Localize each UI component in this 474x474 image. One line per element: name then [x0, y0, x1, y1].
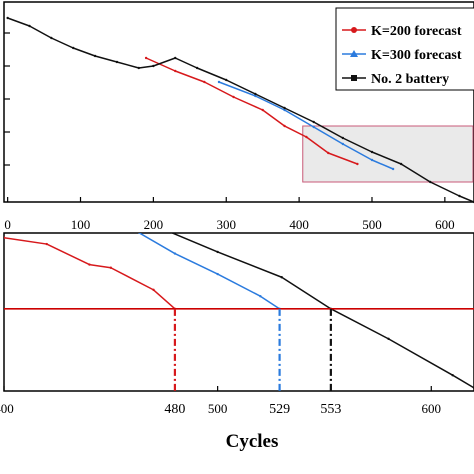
top-point-k-200-forecast	[261, 108, 264, 112]
top-point-k-200-forecast	[174, 69, 177, 73]
bottom-point-k-200-forecast	[88, 263, 91, 266]
bottom-series-group	[4, 224, 474, 390]
top-x-ticks: 0 100 200 300 400 500 600	[4, 197, 455, 232]
top-point-k-200-forecast	[305, 135, 308, 139]
top-x-tick-label: 600	[435, 217, 455, 232]
top-point-k-300-forecast	[283, 108, 286, 112]
legend-marker-triangle	[350, 50, 358, 57]
x-axis-label: Cycles	[226, 431, 279, 452]
top-point-no-2-battery	[93, 54, 97, 58]
bottom-point-k-200-forecast	[109, 266, 113, 269]
top-point-k-200-forecast	[203, 80, 206, 84]
top-series-group	[6, 16, 474, 204]
top-point-k-200-forecast	[144, 56, 148, 60]
bottom-line-k-200-forecast	[4, 236, 176, 310]
top-point-no-2-battery	[72, 46, 75, 50]
bottom-point-no-2-battery	[280, 276, 283, 279]
legend-box	[335, 7, 474, 91]
bottom-point-no-2-battery	[387, 337, 390, 341]
legend-entry-battery: No. 2 battery	[342, 72, 449, 87]
top-x-tick-label: 200	[144, 217, 164, 232]
bottom-plot-frame	[3, 232, 474, 392]
top-x-tick-label: 100	[71, 217, 91, 232]
top-point-no-2-battery	[115, 60, 119, 64]
top-plot-frame	[3, 1, 474, 203]
legend-label-k200: K=200 forecast	[371, 24, 462, 39]
legend-entry-k200: K=200 forecast	[342, 24, 462, 39]
top-point-no-2-battery	[50, 36, 53, 40]
bottom-point-k-300-forecast	[216, 272, 219, 276]
bottom-line-no-2-battery	[170, 233, 474, 389]
legend-label-k300: K=300 forecast	[371, 48, 462, 63]
top-point-no-2-battery	[152, 64, 155, 68]
top-panel: 0 100 200 300 400 500 600 K=200 forecast K=300…	[3, 1, 474, 232]
bottom-panel: 480 529 553 400 500 600 Cycles	[0, 224, 474, 452]
bottom-point-k-300-forecast	[173, 252, 177, 255]
bottom-point-k-200-forecast	[45, 242, 48, 246]
top-point-k-300-forecast	[254, 94, 257, 98]
bottom-x-tick-label: 400	[0, 401, 14, 416]
top-x-tick-label: 400	[289, 217, 309, 232]
bottom-point-k-300-forecast	[259, 295, 262, 298]
top-point-no-2-battery	[174, 56, 177, 60]
top-y-ticks	[4, 32, 10, 166]
top-point-no-2-battery	[195, 66, 199, 70]
top-point-k-300-forecast	[217, 80, 221, 84]
top-point-no-2-battery	[458, 194, 461, 198]
bottom-x-tick-label: 600	[422, 401, 442, 416]
top-x-tick-label: 0	[4, 217, 11, 232]
top-point-no-2-battery	[399, 162, 403, 166]
top-point-no-2-battery	[341, 136, 345, 140]
top-point-no-2-battery	[225, 78, 228, 82]
top-x-tick-label: 500	[362, 217, 382, 232]
failure-markers: 480 529 553	[164, 308, 341, 417]
top-line-no-2-battery	[7, 17, 474, 203]
top-point-k-200-forecast	[283, 124, 286, 128]
failure-cycle-label-553: 553	[320, 402, 341, 417]
legend: K=200 forecast K=300 forecast No. 2 batt…	[335, 7, 474, 91]
top-point-k-300-forecast	[391, 167, 395, 171]
bottom-point-k-200-forecast	[4, 236, 6, 239]
top-point-k-300-forecast	[370, 158, 374, 162]
top-point-k-200-forecast	[232, 95, 235, 99]
bottom-x-tick-label: 500	[208, 401, 228, 416]
top-point-k-300-forecast	[341, 142, 345, 146]
top-point-no-2-battery	[254, 92, 257, 96]
legend-marker-circle	[351, 27, 357, 33]
legend-marker-square	[351, 75, 357, 81]
top-point-no-2-battery	[429, 180, 432, 184]
top-point-no-2-battery	[312, 120, 315, 124]
legend-entry-k300: K=300 forecast	[342, 48, 462, 63]
failure-cycle-label-480: 480	[164, 402, 185, 417]
failure-cycle-label-529: 529	[269, 402, 290, 417]
bottom-point-k-200-forecast	[152, 288, 155, 292]
bottom-x-ticks: 400 500 600	[0, 386, 441, 416]
top-point-no-2-battery	[28, 24, 31, 28]
legend-label-battery: No. 2 battery	[371, 72, 449, 87]
top-point-k-200-forecast	[327, 151, 330, 155]
bottom-point-no-2-battery	[451, 374, 454, 377]
top-point-no-2-battery	[283, 106, 286, 110]
bottom-point-k-300-forecast	[125, 224, 127, 226]
top-x-tick-label: 300	[216, 217, 236, 232]
top-point-no-2-battery	[137, 66, 141, 70]
bottom-point-no-2-battery	[216, 250, 219, 254]
top-point-k-200-forecast	[356, 162, 359, 166]
top-point-no-2-battery	[370, 150, 374, 154]
top-point-no-2-battery	[6, 16, 9, 20]
top-point-k-300-forecast	[312, 125, 315, 129]
